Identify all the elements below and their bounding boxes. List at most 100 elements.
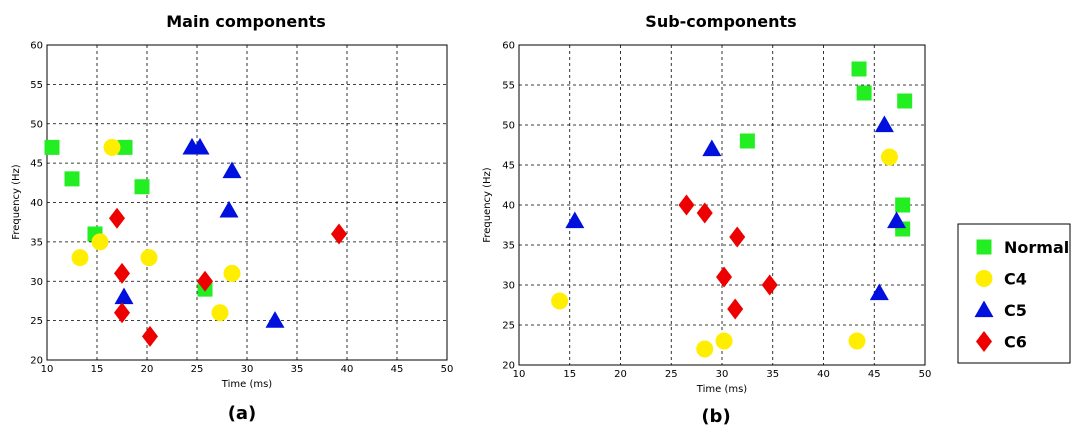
point-c6-diamond [716, 266, 733, 288]
x-tick-labels: 10 15 20 25 30 35 40 45 50 [41, 364, 454, 375]
y-tick-label: 30 [30, 277, 43, 288]
x-tick-label: 45 [868, 369, 881, 380]
y-tick-label: 25 [30, 316, 43, 327]
y-tick-label: 45 [502, 161, 515, 172]
point-c6-diamond [678, 194, 695, 216]
y-tick-label: 60 [502, 41, 515, 52]
point-c6-diamond [331, 223, 347, 245]
chart-title: Main components [166, 12, 326, 31]
legend-diamond-icon [976, 331, 992, 352]
legend-label: C5 [1004, 301, 1027, 320]
y-tick-label: 35 [30, 237, 43, 248]
point-normal-square [851, 61, 867, 77]
legend-square-icon [976, 239, 992, 255]
legend-circle-icon [975, 270, 993, 287]
y-tick-label: 40 [30, 198, 43, 209]
x-tick-label: 40 [817, 369, 830, 380]
x-tick-label: 35 [291, 364, 304, 375]
legend: Normal C4 C5 C6 [957, 223, 1071, 364]
point-c6-diamond [114, 262, 130, 284]
point-normal-square [739, 133, 755, 149]
point-c6-diamond [114, 302, 130, 324]
point-normal-square [856, 85, 872, 101]
x-tick-label: 50 [441, 364, 454, 375]
point-c5-triangle [887, 211, 907, 229]
point-normal-square [64, 171, 80, 187]
data-points [551, 61, 913, 358]
x-tick-label: 40 [341, 364, 354, 375]
point-c6-diamond [727, 298, 744, 320]
point-c6-diamond [109, 207, 125, 229]
chart-main-components: Main components 10 15 20 25 30 35 40 45 50 20 25 3… [11, 12, 453, 424]
x-tick-label: 35 [766, 369, 779, 380]
y-tick-label: 20 [502, 361, 515, 372]
x-tick-label: 15 [563, 369, 576, 380]
legend-triangle-icon [974, 300, 994, 318]
point-c6-diamond [761, 274, 778, 296]
point-c5-triangle [565, 211, 585, 229]
point-normal-square [134, 179, 150, 195]
point-c4-circle [848, 332, 866, 350]
point-c5-triangle [874, 115, 894, 133]
x-tick-label: 20 [141, 364, 154, 375]
x-tick-label: 20 [614, 369, 627, 380]
x-tick-label: 25 [665, 369, 678, 380]
point-c4-circle [696, 340, 714, 358]
point-c5-triangle [702, 139, 722, 157]
point-normal-square [895, 197, 911, 213]
y-tick-label: 55 [502, 81, 515, 92]
y-tick-label: 25 [502, 321, 515, 332]
y-tick-label: 30 [502, 281, 515, 292]
y-tick-label: 45 [30, 159, 43, 170]
point-c6-diamond [729, 226, 746, 248]
y-tick-label: 35 [502, 241, 515, 252]
legend-label: Normal [1004, 238, 1069, 257]
x-tick-label: 50 [919, 369, 932, 380]
point-c4-circle [551, 292, 569, 310]
point-c4-circle [71, 249, 89, 267]
point-c4-circle [91, 233, 109, 251]
point-c4-circle [880, 148, 898, 166]
point-c4-circle [211, 304, 229, 322]
grid-lines [47, 45, 447, 360]
point-normal-square [897, 93, 913, 109]
x-axis-label: Time (ms) [221, 379, 273, 390]
y-tick-labels: 20 25 30 35 40 45 50 55 60 [30, 41, 43, 367]
point-normal-square [117, 139, 133, 155]
legend-label: C4 [1004, 270, 1027, 289]
point-c5-triangle [222, 161, 242, 179]
panel-label-b: (b) [701, 406, 730, 427]
y-tick-label: 50 [30, 119, 43, 130]
point-c5-triangle [869, 283, 889, 301]
x-tick-label: 10 [513, 369, 526, 380]
point-c4-circle [223, 264, 241, 282]
y-tick-label: 55 [30, 80, 43, 91]
point-c6-diamond [696, 202, 713, 224]
point-c4-circle [103, 138, 121, 156]
y-axis-label: Frequency (Hz) [11, 164, 22, 240]
panel-label-a: (a) [228, 403, 257, 424]
y-tick-labels: 20 25 30 35 40 45 50 55 60 [502, 41, 515, 372]
y-tick-label: 20 [30, 356, 43, 367]
point-c5-triangle [190, 137, 210, 155]
y-tick-label: 50 [502, 121, 515, 132]
point-c5-triangle [114, 287, 134, 305]
y-axis-label: Frequency (Hz) [482, 167, 493, 243]
legend-label: C6 [1004, 333, 1027, 352]
chart-sub-components: Sub-components 10 15 20 25 30 35 40 45 50 20 25 30… [482, 12, 931, 427]
chart-title: Sub-components [645, 12, 796, 31]
point-c5-triangle [265, 311, 285, 328]
point-c4-circle [715, 332, 733, 350]
x-tick-label: 10 [41, 364, 54, 375]
point-c4-circle [140, 249, 158, 267]
x-tick-label: 30 [716, 369, 729, 380]
point-c6-diamond [142, 325, 158, 347]
grid-lines [519, 45, 925, 365]
y-tick-label: 60 [30, 41, 43, 52]
point-normal-square [44, 139, 60, 155]
x-tick-labels: 10 15 20 25 30 35 40 45 50 [513, 369, 932, 380]
x-axis-label: Time (ms) [696, 384, 748, 395]
x-tick-label: 30 [241, 364, 254, 375]
x-tick-label: 45 [391, 364, 404, 375]
